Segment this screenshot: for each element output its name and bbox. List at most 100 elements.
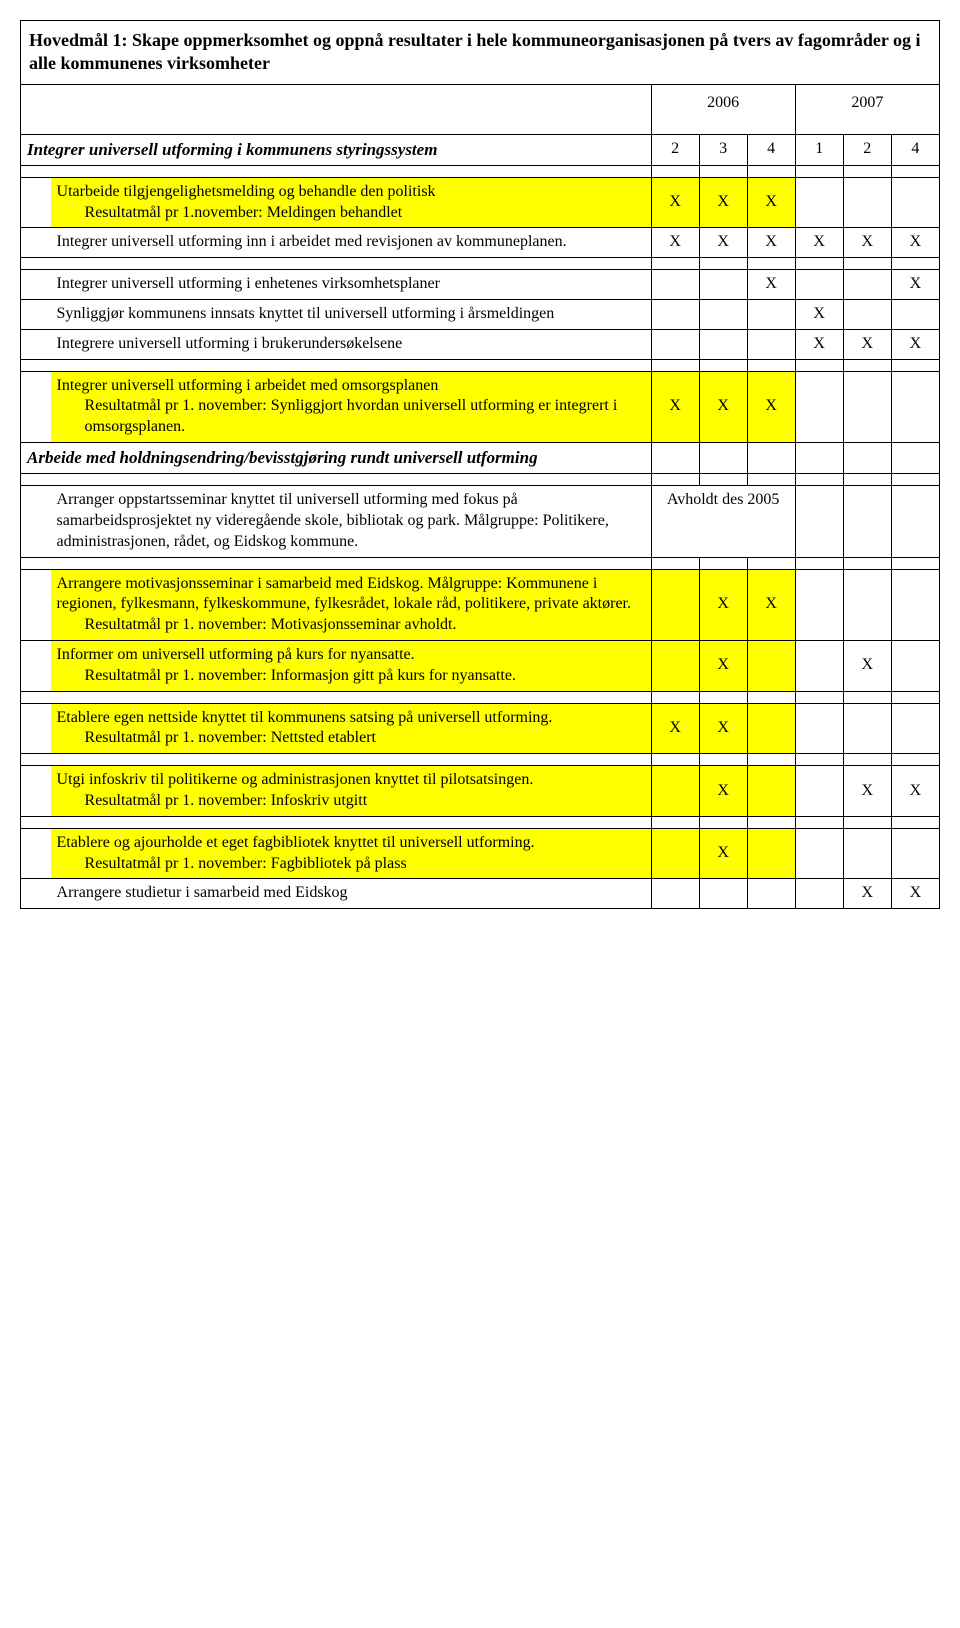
spacer — [891, 557, 939, 569]
blank — [891, 443, 939, 474]
col-num: 4 — [747, 134, 795, 165]
s2-r3-main: Informer om universell utforming på kurs… — [57, 645, 645, 666]
mark-empty — [747, 640, 795, 691]
year-2006: 2006 — [651, 84, 795, 134]
blank — [699, 443, 747, 474]
spacer — [21, 258, 51, 270]
spacer — [651, 816, 699, 828]
spacer — [21, 828, 51, 879]
mark-empty — [699, 300, 747, 330]
mark: X — [795, 329, 843, 359]
mark: X — [651, 228, 699, 258]
mark-empty — [651, 300, 699, 330]
mark: X — [699, 703, 747, 754]
spacer — [21, 879, 51, 909]
spacer — [891, 754, 939, 766]
mark-empty — [747, 300, 795, 330]
mark-empty — [699, 879, 747, 909]
spacer — [699, 165, 747, 177]
mark: X — [843, 766, 891, 817]
mark-empty — [795, 879, 843, 909]
spacer — [843, 474, 891, 486]
mark-empty — [891, 177, 939, 228]
s2-r1-note: Avholdt des 2005 — [651, 486, 795, 557]
mark-empty — [795, 177, 843, 228]
spacer — [891, 258, 939, 270]
mark: X — [699, 228, 747, 258]
s2-r2-main: Arrangere motivasjonsseminar i samarbeid… — [57, 574, 645, 616]
spacer — [51, 691, 652, 703]
spacer — [699, 754, 747, 766]
mark-empty — [843, 371, 891, 442]
mark-empty — [651, 879, 699, 909]
s2-r2-sub: Resultatmål pr 1. november: Motivasjonss… — [57, 615, 645, 636]
col-num: 1 — [795, 134, 843, 165]
s1-r6: Integrer universell utforming i arbeidet… — [51, 371, 652, 442]
spacer — [747, 165, 795, 177]
mark: X — [891, 270, 939, 300]
mark: X — [651, 371, 699, 442]
mark: X — [843, 879, 891, 909]
spacer — [51, 165, 652, 177]
mark: X — [699, 569, 747, 640]
mark-empty — [651, 329, 699, 359]
mark-empty — [795, 703, 843, 754]
blank — [651, 443, 699, 474]
mark-empty — [699, 329, 747, 359]
s2-r4-main: Etablere egen nettside knyttet til kommu… — [57, 708, 645, 729]
spacer — [21, 270, 51, 300]
s1-r2: Integrer universell utforming inn i arbe… — [51, 228, 652, 258]
mark: X — [891, 879, 939, 909]
mark-empty — [651, 766, 699, 817]
mark-empty — [651, 828, 699, 879]
spacer — [21, 359, 51, 371]
spacer — [699, 359, 747, 371]
blank — [747, 443, 795, 474]
mark-empty — [891, 640, 939, 691]
s2-r1: Arranger oppstartsseminar knyttet til un… — [51, 486, 652, 557]
mark-empty — [891, 486, 939, 557]
mark-empty — [891, 371, 939, 442]
mark-empty — [795, 766, 843, 817]
mark-empty — [795, 828, 843, 879]
spacer — [795, 557, 843, 569]
mark: X — [699, 640, 747, 691]
spacer — [21, 300, 51, 330]
col-num: 4 — [891, 134, 939, 165]
mark-empty — [795, 640, 843, 691]
mark: X — [651, 703, 699, 754]
mark-empty — [747, 766, 795, 817]
spacer — [21, 474, 51, 486]
spacer — [795, 258, 843, 270]
mark-empty — [843, 177, 891, 228]
spacer — [21, 691, 51, 703]
col-num: 2 — [651, 134, 699, 165]
spacer — [795, 474, 843, 486]
spacer — [843, 816, 891, 828]
spacer — [843, 165, 891, 177]
mark: X — [699, 371, 747, 442]
s1-r3: Integrer universell utforming i enhetene… — [51, 270, 652, 300]
mark-empty — [699, 270, 747, 300]
spacer — [21, 84, 51, 134]
s1-r1-main: Utarbeide tilgjengelighetsmelding og beh… — [57, 182, 645, 203]
spacer — [699, 557, 747, 569]
s2-r3-sub: Resultatmål pr 1. november: Informasjon … — [57, 666, 645, 687]
spacer — [699, 474, 747, 486]
mark-empty — [891, 569, 939, 640]
mark: X — [747, 569, 795, 640]
s2-r5-sub: Resultatmål pr 1. november: Infoskriv ut… — [57, 791, 645, 812]
spacer — [51, 474, 652, 486]
blank — [843, 443, 891, 474]
mark: X — [699, 766, 747, 817]
spacer — [891, 816, 939, 828]
mark-empty — [747, 703, 795, 754]
doc-title: Hovedmål 1: Skape oppmerksomhet og oppnå… — [21, 21, 940, 85]
mark-empty — [843, 300, 891, 330]
s1-r6-sub: Resultatmål pr 1. november: Synliggjort … — [57, 396, 645, 438]
spacer — [21, 329, 51, 359]
s1-r4: Synliggjør kommunens innsats knyttet til… — [51, 300, 652, 330]
spacer — [891, 474, 939, 486]
spacer — [21, 766, 51, 817]
spacer — [843, 754, 891, 766]
